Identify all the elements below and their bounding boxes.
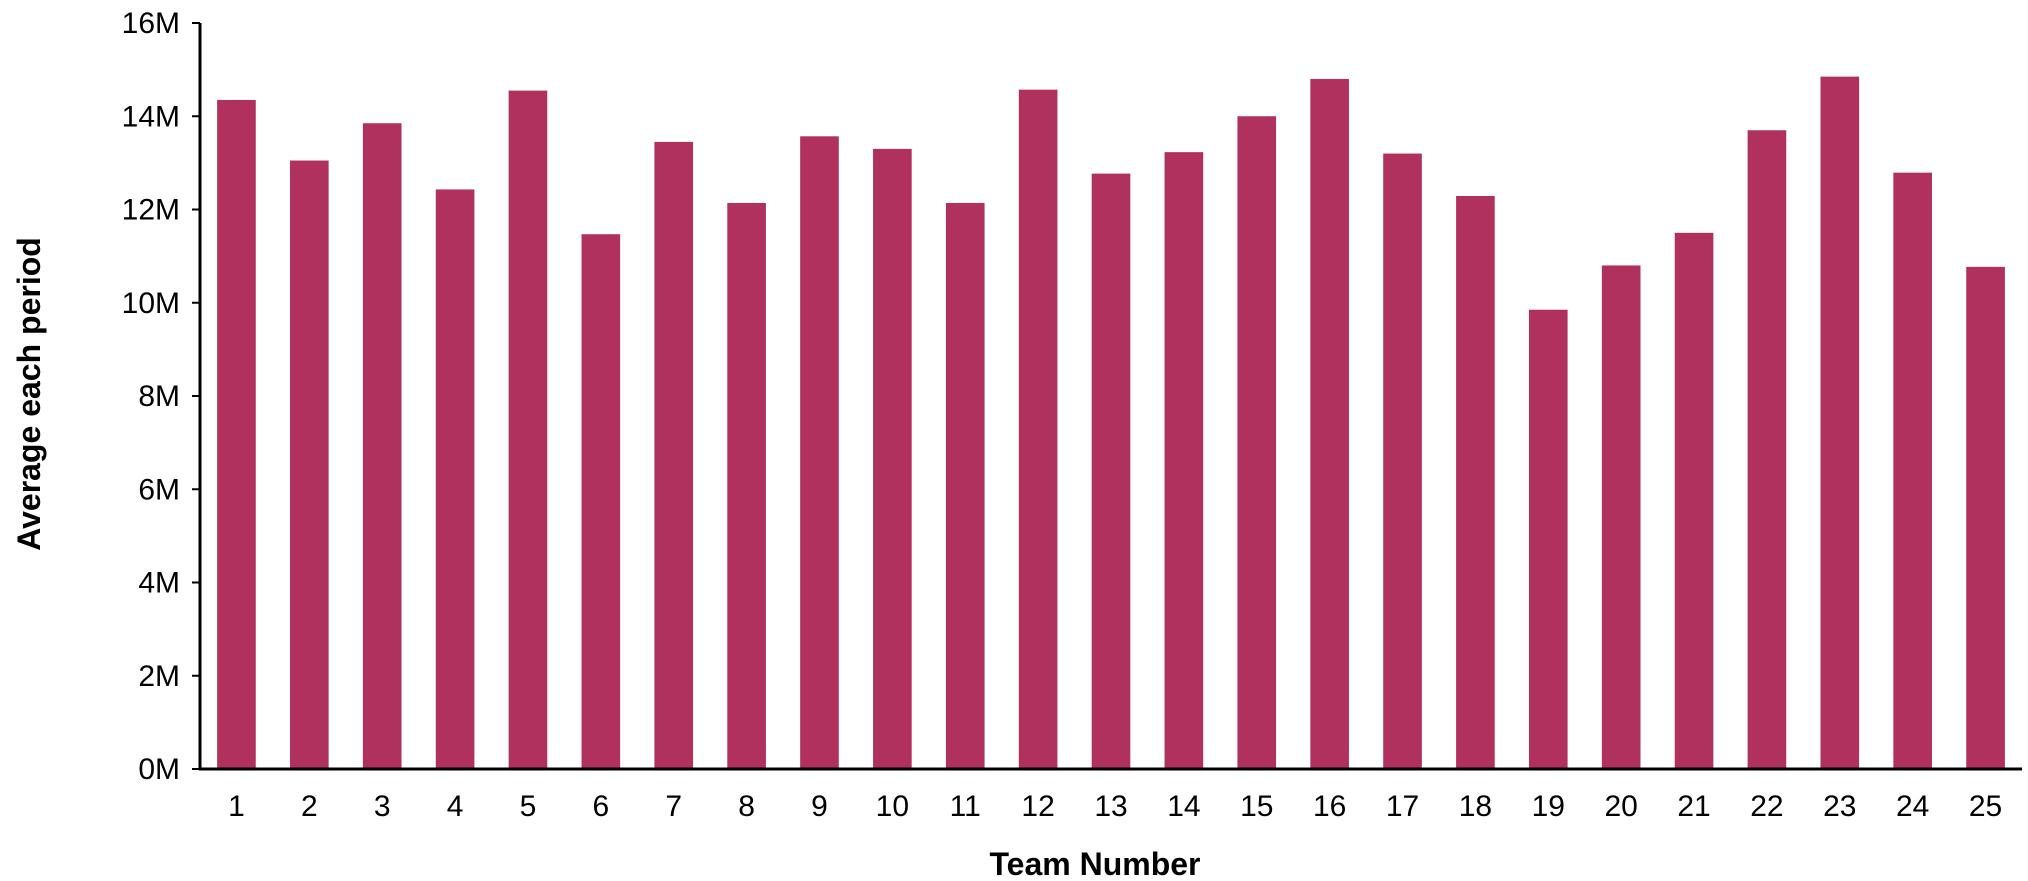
x-tick-label: 21 <box>1677 790 1710 823</box>
y-tick-label: 4M <box>138 567 180 600</box>
bar-team-2 <box>290 160 329 770</box>
x-tick-label: 14 <box>1167 790 1200 823</box>
bar-team-10 <box>873 148 912 769</box>
y-axis-ticks: 0M 2M 4M 6M 8M 10M 12M 14M 16M <box>122 7 200 786</box>
y-tick-label: 14M <box>122 100 180 133</box>
x-tick-label: 18 <box>1459 790 1492 823</box>
x-tick-label: 20 <box>1604 790 1637 823</box>
bar-team-12 <box>1018 89 1058 770</box>
x-tick-label: 19 <box>1532 790 1565 823</box>
y-tick-label: 12M <box>122 194 180 227</box>
x-tick-label: 3 <box>374 790 391 823</box>
x-tick-label: 8 <box>738 790 755 823</box>
bar-team-23 <box>1820 76 1860 770</box>
bars-group <box>217 76 2005 770</box>
x-tick-label: 17 <box>1386 790 1419 823</box>
y-tick-label: 0M <box>138 753 180 786</box>
bar-team-4 <box>435 189 475 769</box>
x-tick-label: 13 <box>1094 790 1127 823</box>
x-tick-label: 22 <box>1750 790 1783 823</box>
bar-team-19 <box>1528 309 1568 769</box>
bar-team-6 <box>581 234 621 769</box>
x-tick-label: 23 <box>1823 790 1856 823</box>
x-axis-ticks: 1 2 3 4 5 6 7 8 9 10 11 12 13 14 15 16 17 18 19 20 21 22 23 24 2… <box>228 790 2002 823</box>
y-tick-label: 16M <box>122 7 180 40</box>
bar-team-14 <box>1164 152 1204 769</box>
bar-team-16 <box>1310 78 1349 769</box>
bar-team-3 <box>362 123 402 770</box>
bar-team-9 <box>800 136 839 770</box>
bar-team-20 <box>1601 265 1641 769</box>
bar-team-24 <box>1893 172 1932 770</box>
x-tick-label: 25 <box>1969 790 2002 823</box>
bar-team-5 <box>508 90 548 770</box>
x-tick-label: 12 <box>1021 790 1054 823</box>
x-tick-label: 15 <box>1240 790 1273 823</box>
bar-team-11 <box>945 202 985 770</box>
x-tick-label: 11 <box>950 790 981 823</box>
y-tick-label: 2M <box>138 660 180 693</box>
x-tick-label: 1 <box>228 790 245 823</box>
y-tick-label: 6M <box>138 473 180 506</box>
bar-team-1 <box>217 99 256 770</box>
x-tick-label: 10 <box>876 790 909 823</box>
x-tick-label: 2 <box>301 790 318 823</box>
x-tick-label: 6 <box>592 790 609 823</box>
bar-team-17 <box>1383 153 1422 770</box>
y-tick-label: 8M <box>138 380 180 413</box>
x-tick-label: 16 <box>1313 790 1346 823</box>
x-tick-label: 24 <box>1896 790 1929 823</box>
y-axis-title: Average each period <box>11 237 47 551</box>
bar-team-7 <box>654 141 694 769</box>
bar-team-21 <box>1674 232 1714 769</box>
x-tick-label: 7 <box>665 790 682 823</box>
x-axis-title: Team Number <box>989 846 1200 881</box>
bar-team-18 <box>1456 195 1495 770</box>
x-tick-label: 4 <box>447 790 464 823</box>
bar-team-8 <box>727 202 766 770</box>
y-tick-label: 10M <box>122 287 180 320</box>
x-tick-label: 5 <box>520 790 537 823</box>
bar-team-22 <box>1747 130 1787 770</box>
x-tick-label: 9 <box>811 790 828 823</box>
bar-team-13 <box>1091 173 1131 770</box>
bar-team-15 <box>1237 116 1277 769</box>
bar-team-25 <box>1966 266 2005 769</box>
